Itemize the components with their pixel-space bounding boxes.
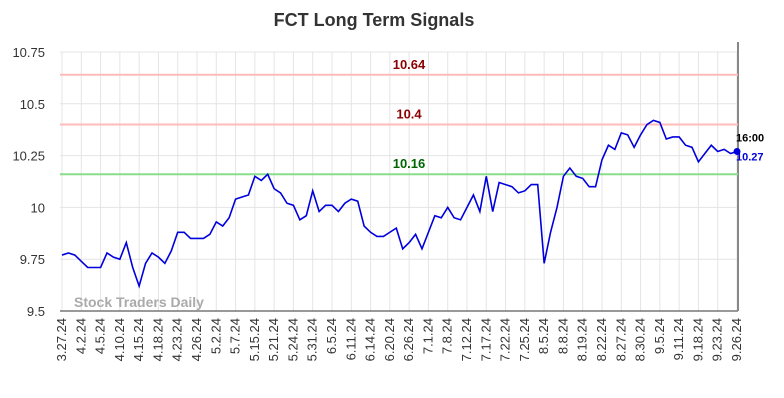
x-tick-label: 5.31.24 [305, 318, 320, 361]
x-tick-label: 9.23.24 [710, 318, 725, 361]
last-time: 16:00 [736, 132, 764, 144]
price-line [61, 119, 738, 289]
x-tick-label: 4.15.24 [131, 318, 146, 361]
y-tick-label: 9.5 [27, 304, 45, 319]
x-tick-label: 5.7.24 [228, 318, 243, 354]
x-tick-label: 4.18.24 [150, 318, 165, 361]
x-tick-label: 4.10.24 [112, 318, 127, 361]
y-tick-label: 9.75 [20, 252, 45, 267]
y-tick-label: 10.25 [12, 149, 45, 164]
x-tick-label: 7.1.24 [420, 318, 435, 354]
y-tick-label: 10.75 [12, 45, 45, 60]
x-tick-label: 7.17.24 [478, 318, 493, 361]
x-tick-label: 5.15.24 [247, 318, 262, 361]
x-tick-label: 4.26.24 [189, 318, 204, 361]
last-point [733, 147, 741, 155]
x-tick-label: 8.30.24 [633, 318, 648, 361]
signal-label: 10.64 [393, 57, 426, 72]
x-tick-label: 8.8.24 [555, 318, 570, 354]
watermark: Stock Traders Daily [74, 294, 204, 310]
chart-title: FCT Long Term Signals [274, 10, 475, 30]
x-tick-label: 5.21.24 [266, 318, 281, 361]
last-value: 10.27 [736, 151, 764, 163]
x-tick-label: 4.5.24 [93, 318, 108, 354]
x-tick-label: 9.5.24 [652, 318, 667, 354]
x-tick-label: 7.8.24 [440, 318, 455, 354]
x-tick-label: 8.22.24 [594, 318, 609, 361]
x-tick-label: 7.22.24 [498, 318, 513, 361]
signal-label: 10.16 [393, 156, 426, 171]
x-tick-label: 9.11.24 [671, 318, 686, 360]
y-tick-label: 10.5 [20, 97, 45, 112]
x-tick-label: 8.19.24 [575, 318, 590, 361]
x-tick-label: 4.2.24 [73, 318, 88, 354]
x-tick-label: 7.25.24 [517, 318, 532, 361]
x-tick-label: 3.27.24 [54, 318, 69, 361]
x-tick-label: 6.26.24 [401, 318, 416, 361]
x-tick-label: 8.27.24 [613, 318, 628, 361]
x-tick-label: 8.5.24 [536, 318, 551, 354]
x-tick-label: 6.5.24 [324, 318, 339, 354]
x-tick-label: 9.18.24 [690, 318, 705, 361]
x-tick-label: 6.11.24 [343, 318, 358, 360]
x-tick-label: 9.26.24 [729, 318, 744, 361]
signal-label: 10.4 [396, 107, 422, 122]
x-tick-label: 4.23.24 [170, 318, 185, 361]
x-tick-label: 5.24.24 [285, 318, 300, 361]
y-tick-label: 10 [31, 200, 45, 215]
x-tick-label: 7.12.24 [459, 318, 474, 361]
x-tick-label: 5.2.24 [208, 318, 223, 354]
x-tick-label: 6.14.24 [363, 318, 378, 361]
x-tick-label: 6.20.24 [382, 318, 397, 361]
